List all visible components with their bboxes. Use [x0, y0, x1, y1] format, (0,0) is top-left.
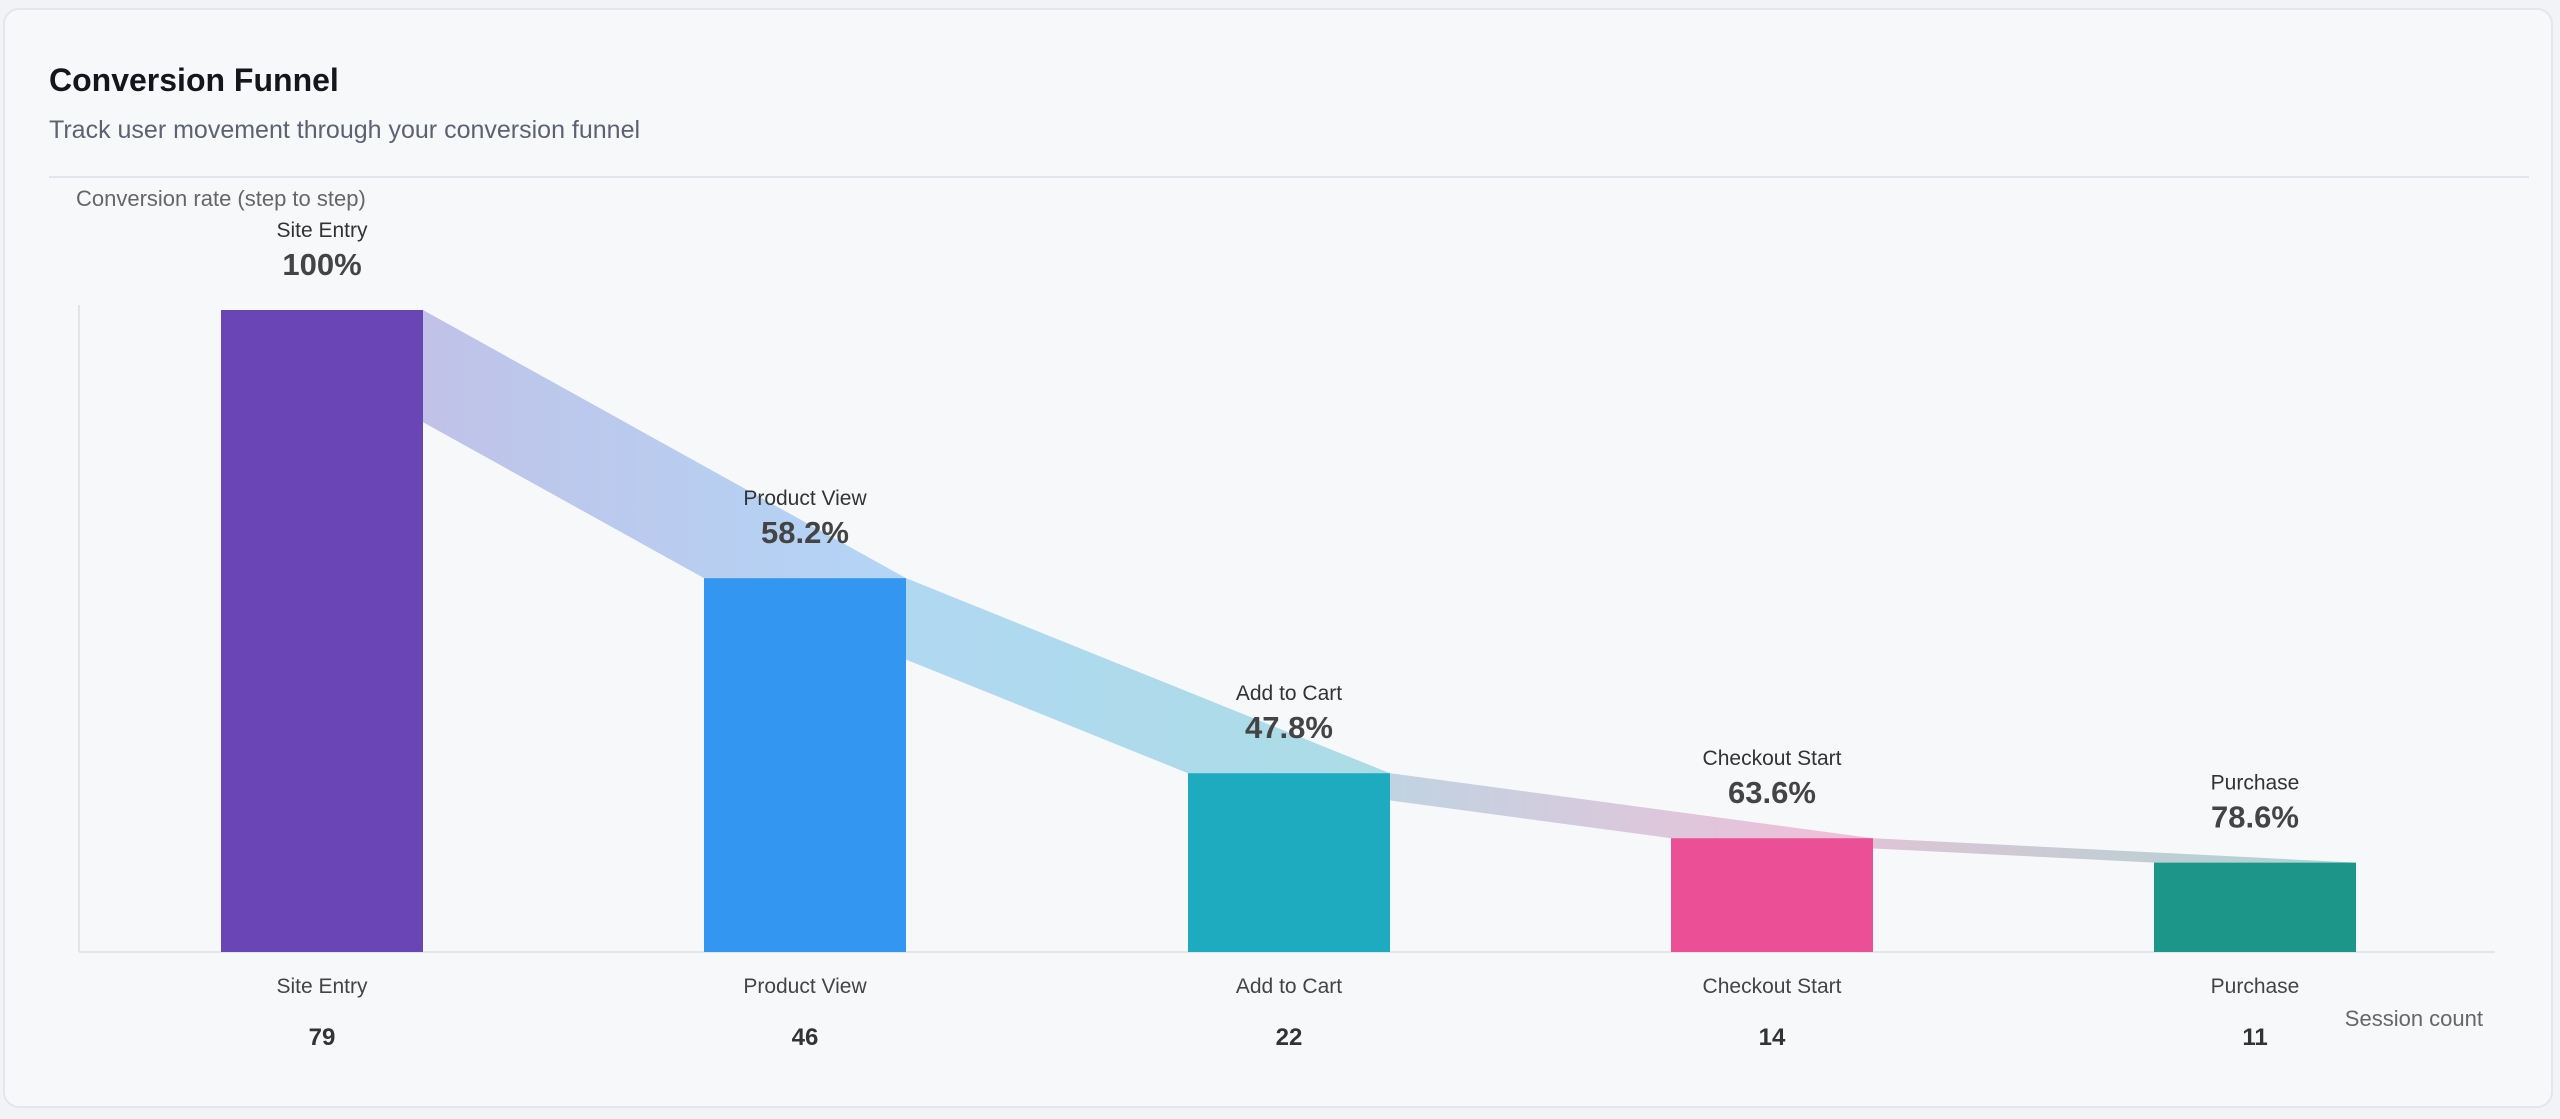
step-name-label: Purchase: [2211, 772, 2300, 795]
y-axis-label: Conversion rate (step to step): [76, 186, 366, 211]
x-tick-label: Site Entry: [276, 975, 368, 998]
step-name-label: Site Entry: [276, 219, 368, 242]
funnel-bar[interactable]: [1671, 838, 1873, 952]
funnel-bar[interactable]: [704, 578, 906, 952]
funnel-bar[interactable]: [221, 310, 423, 952]
session-count-label: 46: [792, 1024, 819, 1051]
conversion-rate-label: 63.6%: [1728, 775, 1816, 810]
step-name-label: Checkout Start: [1703, 747, 1842, 770]
session-count-label: 11: [2242, 1024, 2267, 1051]
x-tick-label: Add to Cart: [1236, 975, 1342, 998]
session-count-label: 79: [309, 1024, 336, 1051]
session-count-label: 22: [1276, 1024, 1303, 1051]
conversion-rate-label: 100%: [282, 247, 361, 282]
divider: [49, 176, 2529, 178]
funnel-bar[interactable]: [1188, 773, 1390, 952]
step-name-label: Product View: [743, 487, 867, 510]
page-subtitle: Track user movement through your convers…: [49, 116, 641, 144]
x-tick-label: Checkout Start: [1703, 975, 1842, 998]
x-tick-label: Product View: [743, 975, 867, 998]
x-axis-label: Session count: [2345, 1006, 2483, 1031]
session-count-label: 14: [1759, 1024, 1786, 1051]
x-tick-label: Purchase: [2211, 975, 2300, 998]
conversion-rate-label: 78.6%: [2211, 800, 2299, 835]
conversion-rate-label: 47.8%: [1245, 710, 1333, 745]
page-title: Conversion Funnel: [49, 62, 339, 98]
funnel-bar[interactable]: [2154, 862, 2356, 952]
conversion-rate-label: 58.2%: [761, 515, 849, 550]
step-name-label: Add to Cart: [1236, 682, 1342, 705]
